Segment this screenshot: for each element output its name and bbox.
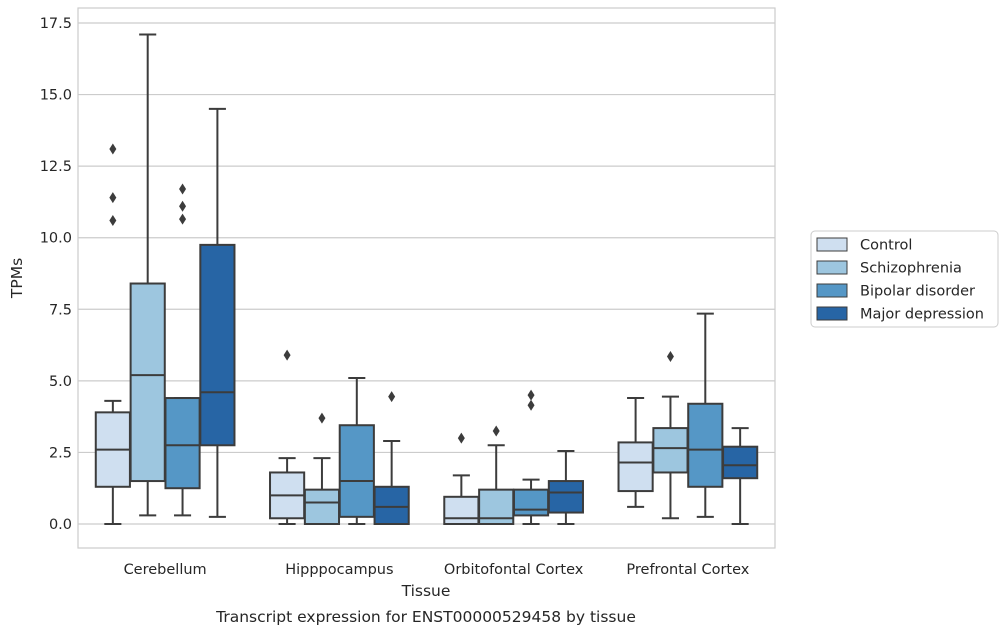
outlier-point [109,215,117,227]
outlier-point [527,399,535,411]
chart-caption: Transcript expression for ENST0000052945… [215,608,636,626]
y-tick-label: 0.0 [49,517,72,533]
box-iqr [129,282,166,483]
outlier-point [388,391,396,403]
box-iqr [652,427,689,474]
box-0-2 [164,183,201,517]
outlier-point [283,349,291,361]
box-3-1 [652,351,689,520]
box-0-3 [199,107,236,518]
box-iqr [338,424,375,518]
box-0-0 [94,143,131,525]
box-1-2 [338,376,375,525]
y-tick-label: 5.0 [49,374,72,390]
outlier-point [527,389,535,401]
box-iqr [687,402,724,488]
y-axis-title: TPMs [8,258,26,299]
box-3-2 [687,312,724,518]
outlier-point [457,432,465,444]
box-iqr [373,485,410,526]
outlier-point [179,183,187,195]
x-tick-label: Orbitofontal Cortex [444,562,584,578]
outlier-point [109,192,117,204]
box-2-1 [478,425,515,526]
x-axis-title: Tissue [401,582,451,600]
legend-label: Control [860,238,912,254]
box-1-1 [303,412,341,526]
box-iqr [722,445,759,480]
legend-frame [810,230,999,328]
x-tick-labels: Cerebellum Hipppocampus Orbitofontal Corte… [124,562,750,578]
box-2-3 [547,449,584,525]
box-2-2 [512,389,550,525]
legend-swatch [816,306,848,321]
box-0-1 [129,33,166,517]
box-iqr [512,488,550,517]
outlier-point [179,213,187,225]
y-tick-label: 17.5 [40,16,72,32]
outlier-point [318,412,326,424]
box-2-0 [443,432,480,525]
outlier-point [109,143,117,155]
legend-label: Bipolar disorder [860,284,975,300]
box-3-3 [722,427,759,525]
legend-swatch [816,283,848,298]
box-1-0 [269,349,306,525]
box-1-3 [373,391,410,526]
box-iqr [617,441,654,493]
plot-frame [77,7,776,549]
outlier-point [492,425,500,437]
legend-swatch [816,260,848,275]
box-iqr [443,495,480,525]
box-iqr [164,397,201,490]
y-tick-label: 12.5 [40,159,72,175]
x-tick-label: Hipppocampus [285,562,393,578]
y-tick-label: 15.0 [40,88,72,104]
y-tick-label: 10.0 [40,231,72,247]
box-iqr [199,243,236,447]
x-tick-label: Prefrontal Cortex [626,562,749,578]
box-3-0 [617,397,654,508]
y-tick-label: 7.5 [49,302,72,318]
outlier-point [666,351,674,363]
outlier-point [179,200,187,212]
y-tick-label: 2.5 [49,445,72,461]
box-series [94,33,759,526]
legend-swatch [816,237,848,252]
legend: Control Schizophrenia Bipolar disorder Majo… [810,230,999,328]
legend-label: Schizophrenia [860,261,962,277]
box-iqr [547,480,584,514]
x-tick-label: Cerebellum [124,562,207,578]
legend-label: Major depression [860,307,984,323]
box-iqr [303,488,341,526]
y-tick-labels: 0.0 2.5 5.0 7.5 10.0 12.5 15.0 17.5 [40,16,72,533]
